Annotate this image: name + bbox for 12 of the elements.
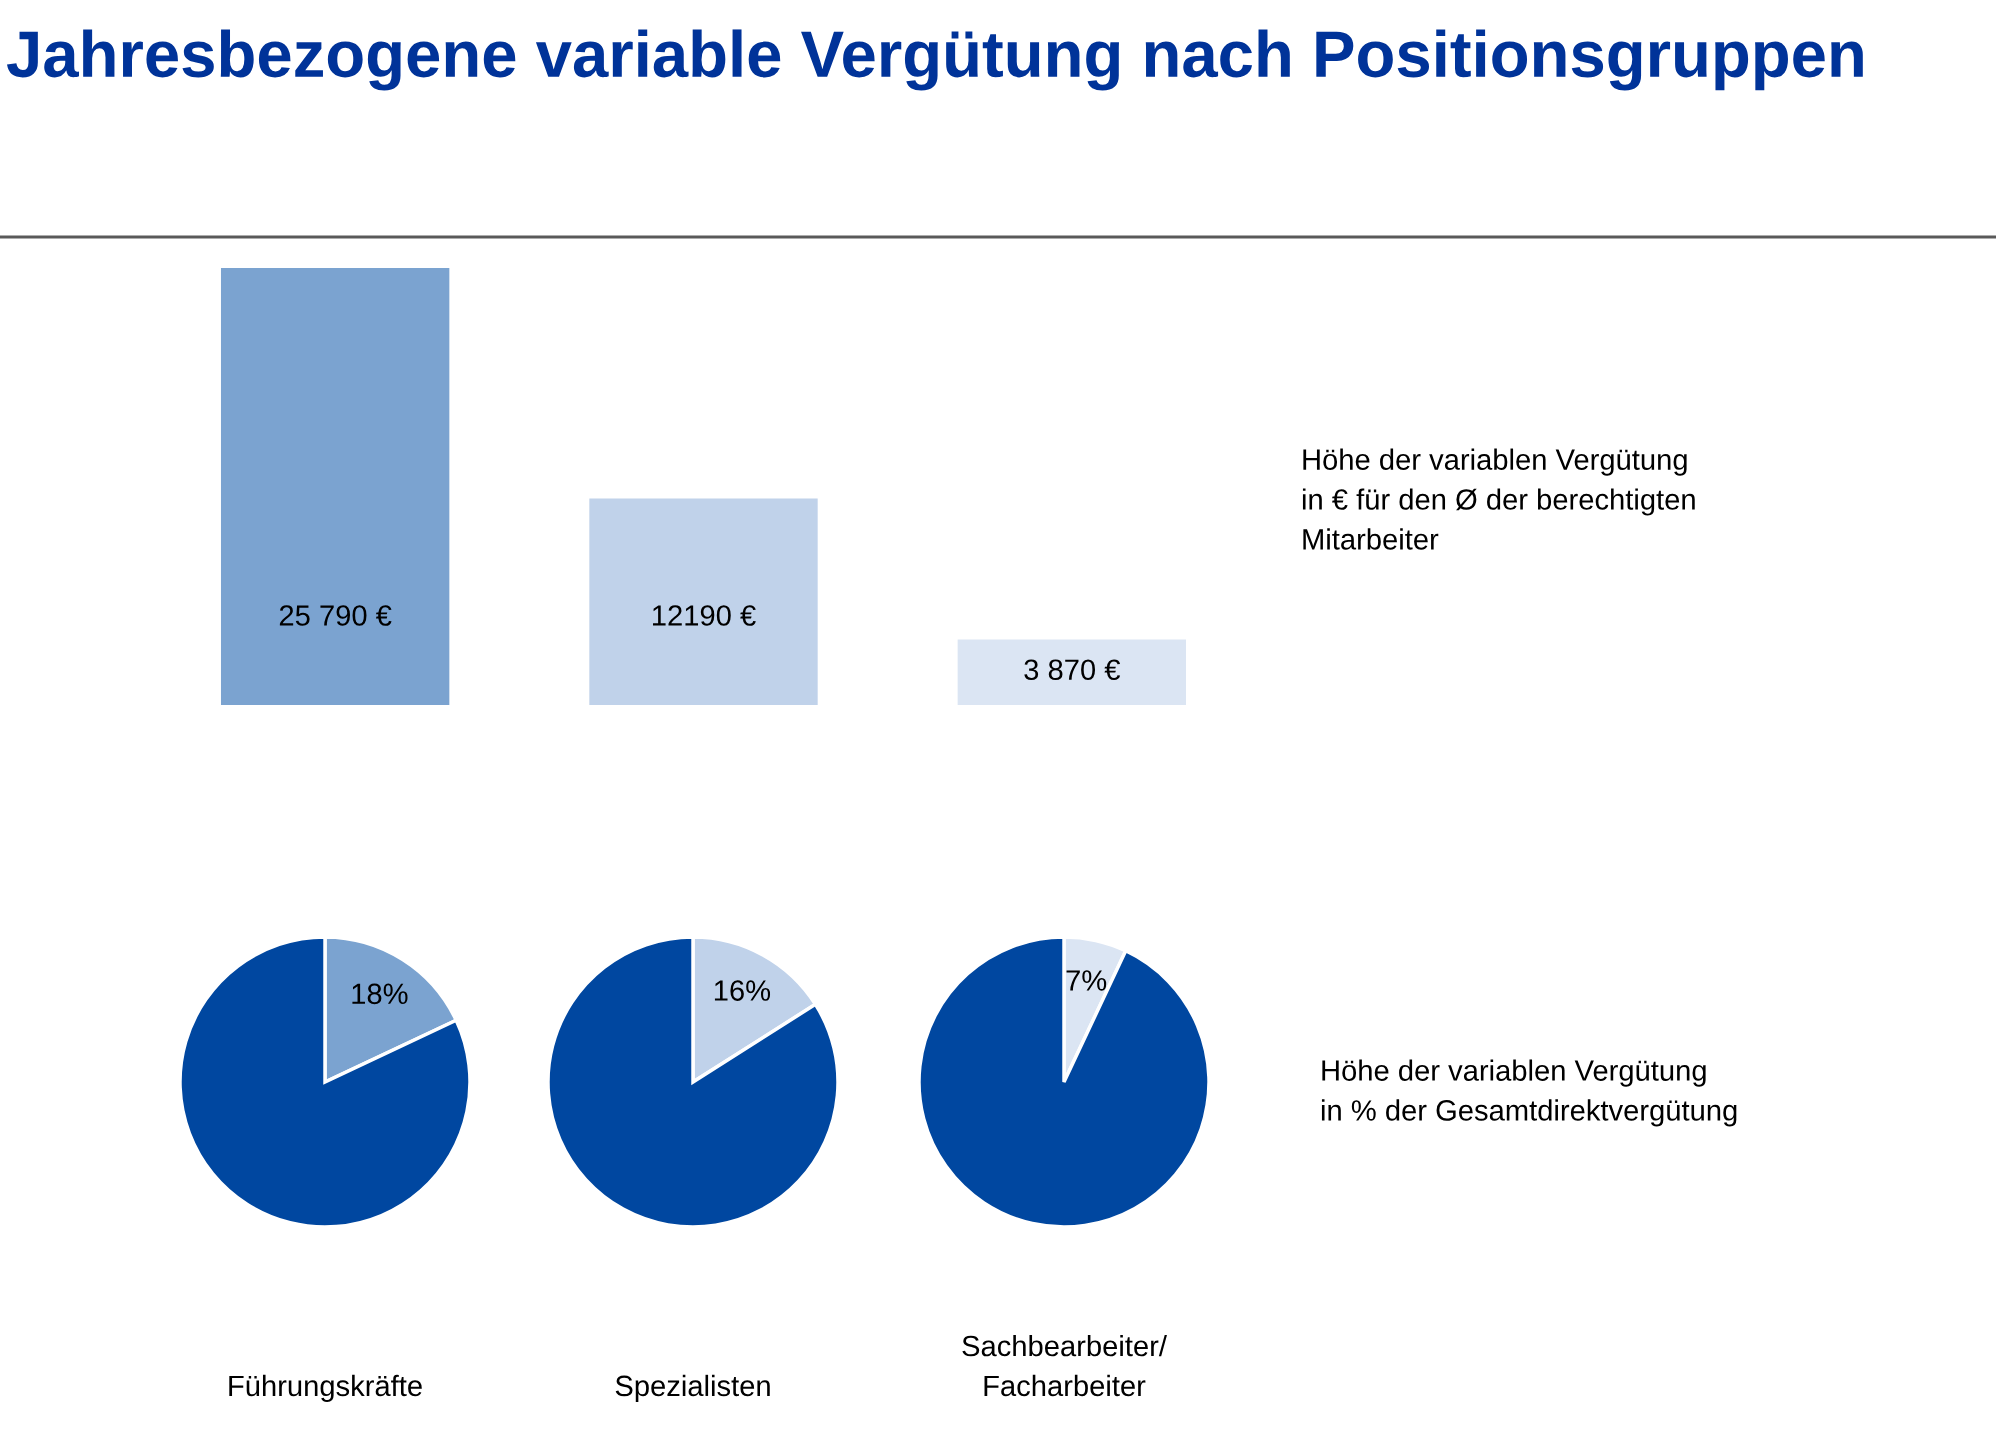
- text: Spezialisten: [615, 1374, 770, 1402]
- text: Höhe der variablen Vergütung in € für den Ø der berechtigten Mitarbeiter: [1302, 448, 1695, 550]
- data-label: 16%: [714, 980, 771, 1001]
- data-label: 3 870 €: [1024, 659, 1121, 681]
- data-label: 18%: [352, 983, 408, 1005]
- chart-title: Jahresbezogene variable Vergütung nach Positionsgruppen: [6, 29, 1863, 91]
- text: Führungskräfte: [229, 1374, 422, 1402]
- text: Sachbearbeiter/ Facharbeiter: [962, 1334, 1167, 1397]
- text: Höhe der variablen Vergütung in % der Gesamtdirektvergütung: [1321, 1059, 1737, 1127]
- data-label: 7%: [1066, 970, 1107, 991]
- data-label: 12190 €: [653, 605, 756, 626]
- data-label: 25 790 €: [279, 605, 392, 626]
